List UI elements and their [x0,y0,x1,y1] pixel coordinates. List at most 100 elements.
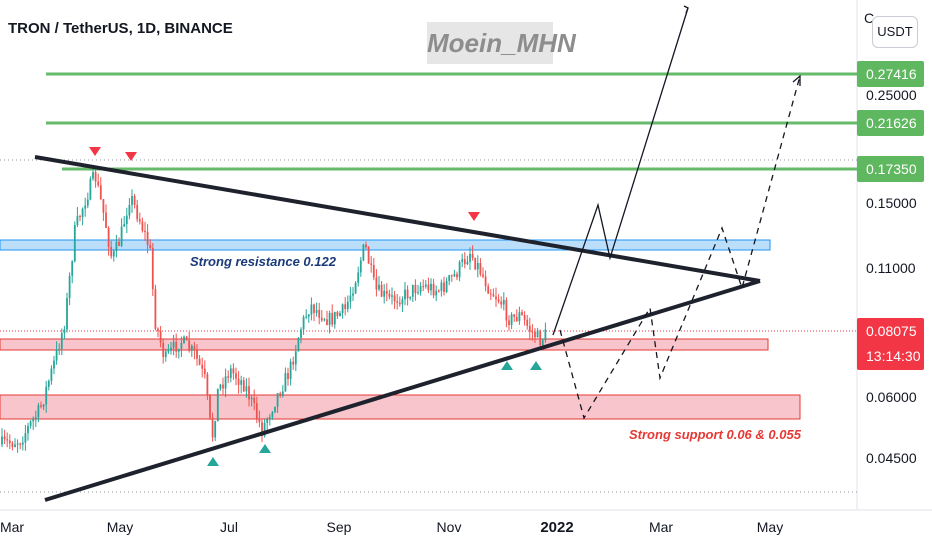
candle-body-72 [188,340,191,351]
candle-body-160 [417,292,419,294]
candle-body-25 [66,298,68,330]
candle-body-196 [510,314,513,326]
candle-body-150 [391,295,393,297]
x-tick-label-7: May [757,519,783,535]
current-price-tag: 0.08075 [866,323,917,339]
candle-body-96 [250,397,253,400]
candle-body-201 [523,315,526,320]
candle-body-138 [359,260,362,273]
candle-body-175 [456,274,458,278]
candle-body-124 [323,319,326,321]
candle-body-64 [167,350,170,352]
candle-body-49 [128,204,131,216]
current-price-tag-bg [857,318,924,370]
candle-body-20 [53,360,55,369]
candle-body-65 [170,347,172,351]
candle-body-208 [541,340,544,346]
candle-body-157 [409,296,412,299]
candle-body-143 [372,264,375,278]
candle-body-76 [198,358,201,365]
candle-body-101 [263,422,266,436]
candle-body-136 [354,282,357,294]
countdown-timer: 13:14:30 [866,348,921,364]
candle-body-131 [341,304,344,314]
candle-body-170 [443,282,445,292]
candle-body-31 [81,208,84,218]
support-label-bg [625,424,787,444]
candle-body-162 [422,286,425,288]
candle-body-41 [107,227,110,247]
candle-body-169 [440,282,443,291]
candle-body-27 [71,261,74,276]
candle-body-80 [209,394,211,418]
candle-body-185 [482,274,484,277]
candle-body-114 [297,337,300,352]
candle-body-52 [136,204,139,220]
candle-body-59 [154,289,157,329]
candle-body-43 [112,251,115,257]
x-tick-label-5: 2022 [540,519,573,536]
candle-body-105 [274,406,276,413]
candle-body-140 [365,244,367,248]
resistance-annotation: Strong resistance 0.122 [190,254,337,269]
candle-body-107 [279,393,282,396]
candle-body-68 [177,348,180,352]
candle-body-159 [414,284,417,294]
candle-body-92 [240,380,243,385]
peak-marker-1 [125,152,137,161]
candle-body-187 [487,286,490,294]
trough-marker-2 [501,361,513,370]
candle-body-164 [427,284,430,291]
candle-body-139 [362,244,365,261]
candle-body-113 [294,351,297,365]
alternative-projection-path [559,75,801,420]
alternative-projection-arrowhead [792,74,801,86]
candle-body-129 [336,311,339,317]
candle-body-207 [539,330,542,346]
bullish-projection-arrowhead [683,5,689,14]
candle-body-206 [536,330,539,338]
candle-body-22 [58,349,61,351]
candle-body-48 [125,215,128,225]
level-tag-bg-2 [857,156,924,182]
candle-body-199 [518,312,521,322]
candle-body-24 [63,329,66,334]
candle-body-158 [411,284,414,297]
candle-body-152 [396,301,399,303]
candle-body-75 [196,350,198,359]
candle-body-133 [346,301,349,309]
candle-body-34 [89,178,92,200]
candle-body-18 [47,380,50,387]
candle-body-117 [305,316,308,318]
currency-button[interactable]: USDT [872,16,918,48]
candle-body-173 [450,275,453,277]
candle-body-4 [11,443,14,447]
descending-trendline [34,155,761,283]
candle-body-106 [276,393,279,407]
candle-body-148 [385,290,388,294]
candle-body-197 [513,314,516,317]
candle-body-151 [393,295,396,302]
candle-body-137 [357,272,360,283]
candle-body-0 [1,436,3,445]
y-tick-label-4: 0.04500 [866,450,917,466]
candle-body-39 [102,199,105,213]
candle-body-61 [159,331,162,343]
support-zone-upper [0,338,769,351]
candle-body-40 [105,212,107,228]
candle-body-10 [27,425,29,434]
candle-body-121 [315,309,318,313]
candle-body-21 [55,349,58,361]
candle-body-35 [92,172,94,179]
candle-body-202 [526,319,529,326]
candle-body-87 [227,376,230,378]
candle-body-154 [401,299,404,305]
candle-body-165 [430,283,432,291]
candle-body-30 [79,216,81,218]
candle-body-126 [328,312,331,325]
candle-body-86 [224,376,227,389]
level-tag-bg-0 [857,61,924,87]
axis-cut-label: C [864,10,875,26]
candle-body-205 [534,331,536,338]
